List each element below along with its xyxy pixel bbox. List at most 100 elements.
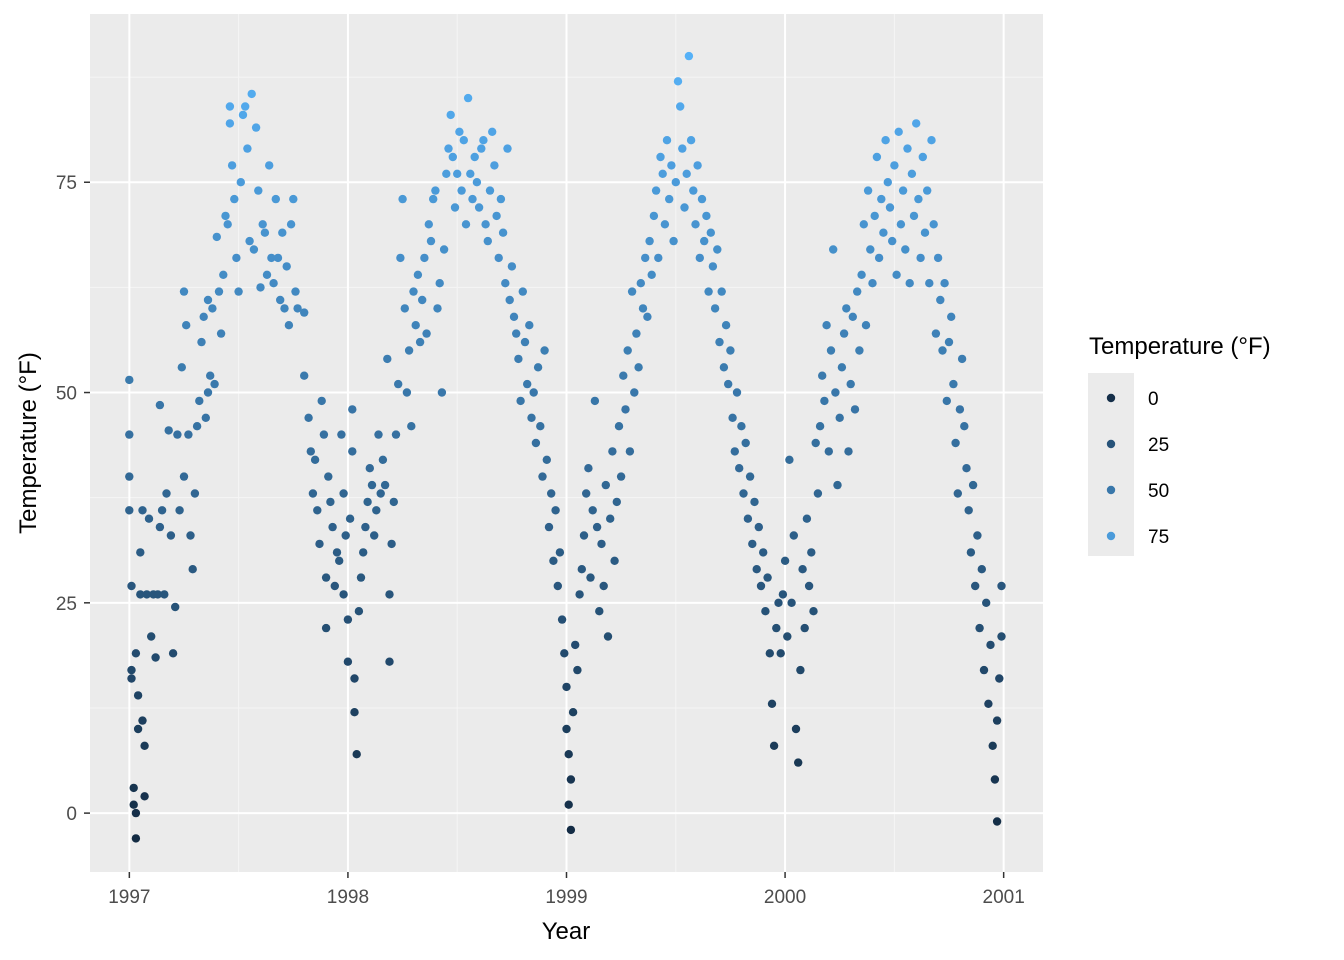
data-point	[131, 808, 141, 818]
data-point	[542, 455, 551, 464]
data-point	[992, 716, 1002, 725]
data-point	[125, 375, 134, 385]
data-point	[503, 144, 512, 153]
data-point	[310, 455, 320, 464]
data-point	[660, 220, 670, 229]
data-point	[787, 598, 796, 607]
data-point	[525, 321, 534, 330]
data-point	[251, 123, 261, 132]
data-point	[389, 497, 398, 507]
data-point	[866, 245, 875, 254]
data-point	[514, 354, 523, 364]
data-point	[802, 514, 812, 523]
data-point	[717, 287, 726, 296]
data-point	[682, 169, 691, 178]
data-point	[448, 152, 457, 162]
data-point	[842, 304, 851, 313]
data-point	[774, 598, 783, 607]
data-point	[638, 304, 648, 313]
data-point	[547, 489, 556, 498]
data-point	[199, 312, 208, 321]
data-point	[271, 194, 280, 204]
data-point	[284, 321, 294, 330]
data-point	[715, 337, 724, 347]
data-point	[337, 430, 346, 439]
data-point	[232, 253, 241, 263]
legend-key	[1106, 485, 1116, 495]
data-point	[665, 194, 674, 204]
data-point	[833, 480, 842, 490]
data-point	[131, 649, 141, 658]
data-point	[798, 565, 807, 574]
data-point	[509, 312, 519, 321]
data-point	[422, 329, 431, 338]
data-point	[409, 287, 418, 296]
data-point	[127, 674, 136, 683]
data-point	[125, 506, 134, 515]
data-point	[822, 321, 831, 330]
data-point	[630, 388, 639, 397]
data-point	[662, 136, 672, 145]
data-point	[463, 93, 473, 103]
data-point	[370, 531, 379, 540]
data-point	[813, 489, 823, 498]
data-point	[262, 270, 272, 279]
data-point	[354, 607, 364, 616]
data-point	[350, 708, 359, 717]
data-point	[726, 346, 735, 355]
data-point	[249, 245, 259, 254]
data-point	[962, 464, 971, 473]
data-point	[603, 632, 613, 641]
data-point	[324, 472, 333, 481]
data-point	[278, 228, 287, 237]
data-point	[857, 270, 866, 279]
data-point	[238, 110, 248, 120]
data-point	[676, 102, 685, 111]
data-point	[326, 497, 335, 507]
data-point	[951, 438, 960, 448]
data-point	[201, 413, 210, 422]
data-point	[918, 152, 927, 162]
data-point	[737, 422, 746, 431]
data-point	[907, 169, 917, 178]
data-point	[402, 388, 412, 397]
data-point	[142, 590, 151, 599]
data-point	[138, 716, 147, 725]
data-point	[612, 497, 621, 507]
data-point	[916, 253, 925, 263]
data-point	[282, 262, 291, 271]
data-point	[728, 413, 737, 422]
data-point	[234, 287, 243, 296]
data-point	[936, 295, 945, 305]
data-point	[168, 649, 178, 658]
data-point	[256, 283, 265, 292]
data-point	[678, 144, 687, 153]
data-point	[874, 253, 884, 263]
data-point	[127, 581, 136, 591]
data-point	[892, 270, 901, 279]
data-point	[702, 211, 711, 221]
data-point	[173, 430, 182, 439]
data-point	[186, 531, 195, 540]
data-point	[321, 573, 331, 582]
data-point	[455, 127, 464, 136]
data-point	[208, 304, 217, 313]
data-point	[645, 236, 654, 246]
data-point	[171, 602, 180, 612]
data-point	[870, 211, 879, 221]
data-point	[848, 312, 857, 321]
data-point	[730, 447, 739, 456]
data-point	[796, 665, 805, 675]
data-point	[247, 89, 256, 99]
data-point	[197, 337, 206, 347]
data-point	[997, 581, 1006, 591]
data-point	[203, 295, 213, 305]
data-point	[927, 136, 936, 145]
data-point	[394, 379, 403, 389]
data-point	[411, 321, 420, 330]
data-point	[127, 665, 136, 675]
data-point	[706, 228, 715, 237]
legend-label: 0	[1148, 389, 1159, 410]
data-point	[483, 236, 492, 246]
